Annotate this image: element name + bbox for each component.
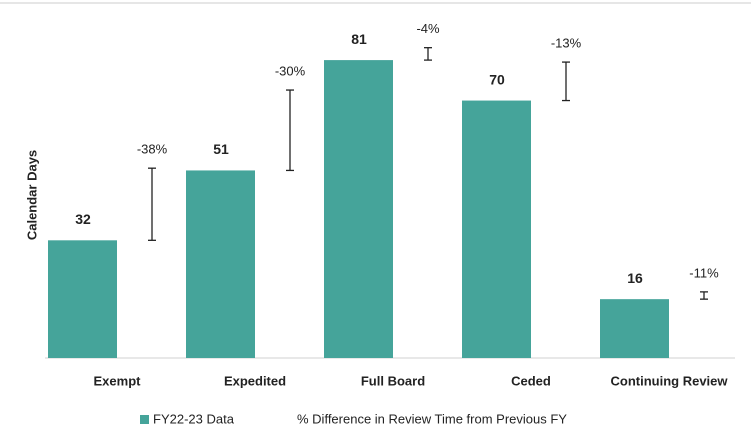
value-label: 81 [351, 31, 367, 47]
value-label: 51 [213, 141, 229, 157]
x-tick-label: Exempt [94, 373, 142, 388]
value-label: 70 [489, 71, 505, 87]
bar [600, 299, 669, 358]
difference-label: -13% [551, 36, 582, 51]
bar [186, 170, 255, 358]
difference-label: -11% [689, 265, 719, 280]
x-tick-label: Ceded [511, 373, 551, 388]
difference-bar [424, 47, 432, 61]
bar [462, 100, 531, 359]
legend-label: % Difference in Review Time from Previou… [297, 411, 567, 426]
bar [48, 240, 117, 358]
value-label: 16 [627, 270, 643, 286]
legend-swatch [140, 415, 149, 424]
value-label: 32 [75, 211, 91, 227]
y-axis-label: Calendar Days [24, 150, 39, 240]
x-tick-label: Expedited [224, 373, 286, 388]
difference-bar [562, 61, 570, 102]
difference-bar [286, 89, 294, 172]
bar [324, 60, 393, 358]
difference-bar [148, 167, 156, 241]
x-tick-label: Continuing Review [611, 373, 729, 388]
difference-label: -30% [275, 63, 306, 78]
difference-label: -4% [416, 21, 440, 36]
legend-label: FY22-23 Data [153, 411, 235, 426]
difference-bar [700, 291, 708, 300]
difference-label: -38% [137, 142, 168, 157]
x-tick-label: Full Board [361, 373, 425, 388]
